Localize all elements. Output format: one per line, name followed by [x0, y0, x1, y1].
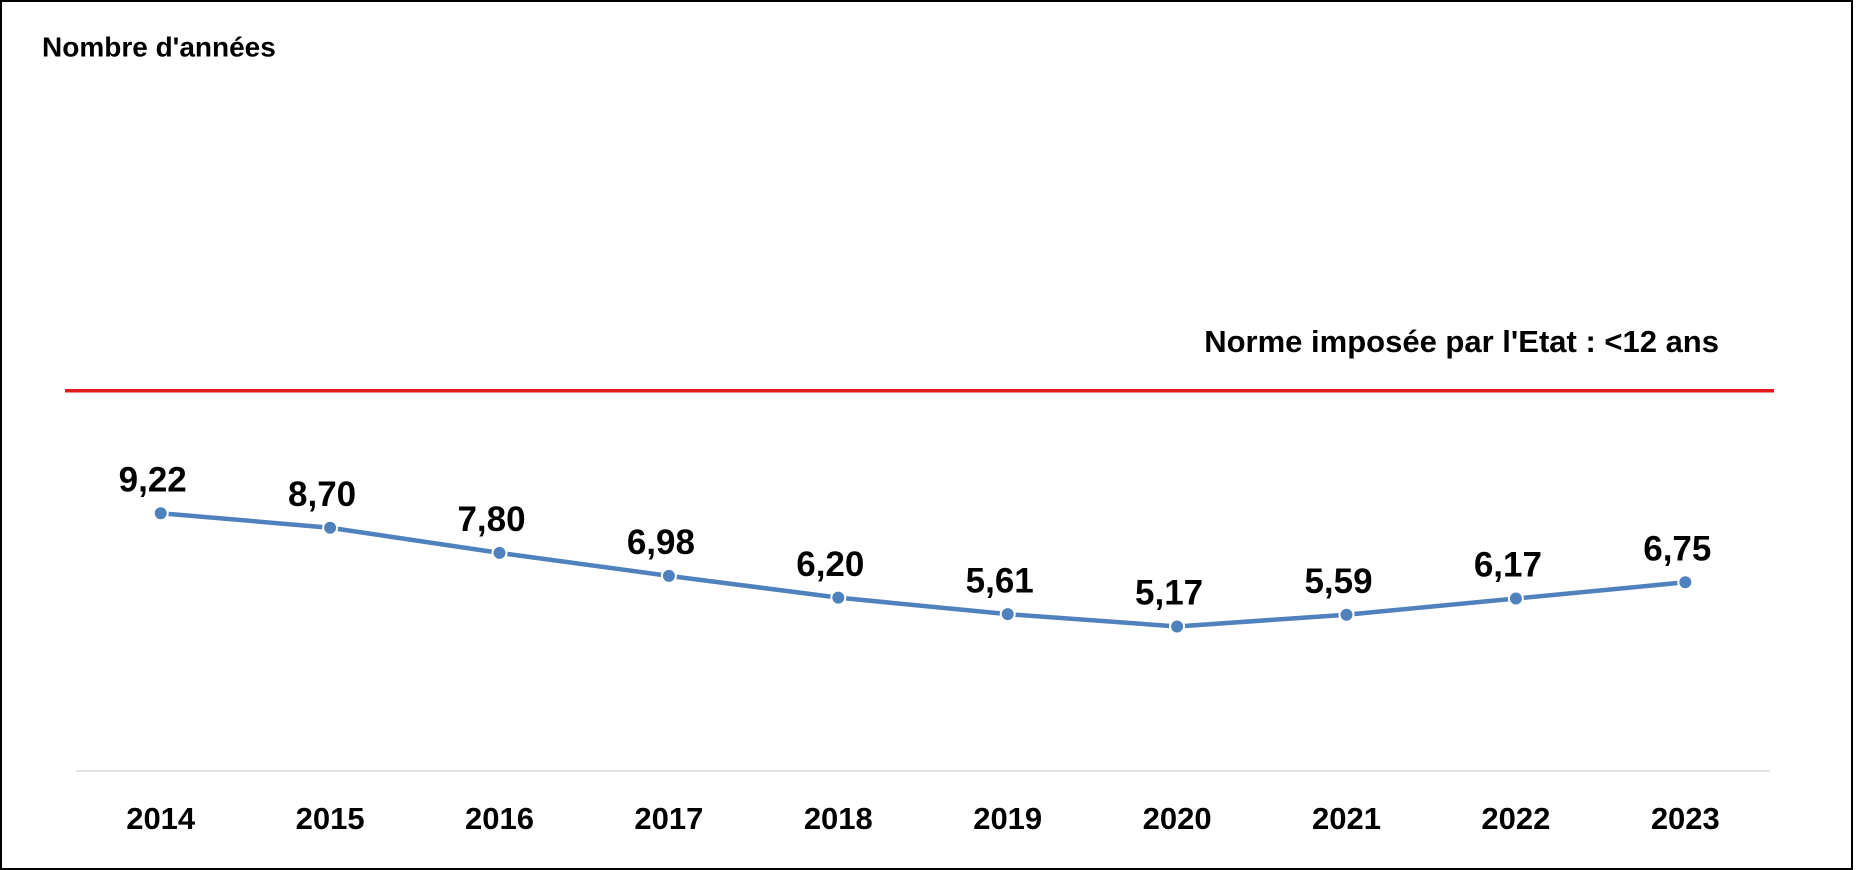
data-line — [160, 510, 1686, 629]
annotation: Norme imposée par l'Etat : <12 ans — [1204, 324, 1719, 359]
data-label: 5,59 — [1304, 562, 1372, 601]
data-point — [1338, 606, 1355, 623]
data-label: 6,98 — [627, 523, 695, 562]
x-tick-label: 2023 — [1651, 801, 1720, 836]
data-label: 8,70 — [288, 475, 356, 514]
data-label: 7,80 — [457, 500, 525, 539]
data-label: 9,22 — [119, 460, 187, 499]
data-label: 6,75 — [1643, 530, 1711, 569]
x-tick-label: 2022 — [1481, 801, 1550, 836]
data-point — [322, 519, 339, 536]
data-label: 5,17 — [1135, 574, 1203, 613]
data-point — [1507, 590, 1524, 607]
x-tick-label: 2017 — [634, 801, 703, 836]
data-point — [999, 606, 1016, 623]
x-tick-label: 2016 — [465, 801, 534, 836]
x-tick-label: 2020 — [1143, 801, 1212, 836]
x-tick-label: 2019 — [973, 801, 1042, 836]
x-tick-label: 2014 — [126, 801, 196, 836]
data-label: 6,17 — [1474, 546, 1542, 585]
data-point — [830, 589, 847, 606]
data-point — [152, 505, 169, 522]
data-point — [660, 567, 677, 584]
data-point — [1677, 574, 1694, 591]
data-label: 6,20 — [796, 545, 864, 584]
x-tick-label: 2018 — [804, 801, 873, 836]
x-tick-label: 2021 — [1312, 801, 1381, 836]
data-point — [491, 544, 508, 561]
data-point — [1169, 618, 1186, 635]
x-tick-label: 2015 — [296, 801, 365, 836]
chart-title: Nombre d'années — [42, 31, 276, 62]
data-label: 5,61 — [966, 561, 1034, 600]
